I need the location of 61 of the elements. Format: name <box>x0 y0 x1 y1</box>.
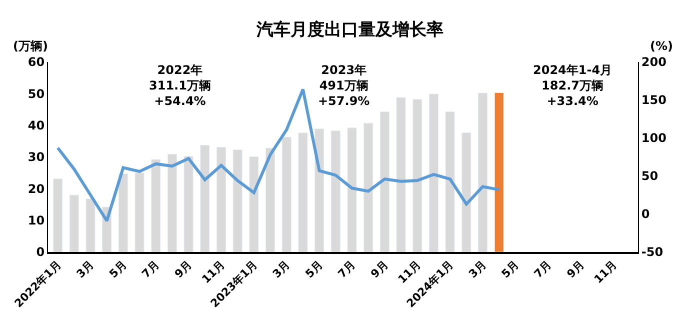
bar <box>462 132 472 252</box>
y2-tick-label: 0 <box>641 207 650 222</box>
bar <box>86 198 96 252</box>
x-tick-label: 7月 <box>336 258 358 281</box>
y-tick-label: 50 <box>28 86 45 101</box>
bar <box>69 194 79 252</box>
annotation: 2023年 491万辆 +57.9% <box>318 63 370 108</box>
x-tick-label: 5月 <box>302 258 326 281</box>
bar <box>184 156 194 252</box>
x-tick-label: 3月 <box>466 258 489 281</box>
bar <box>347 128 357 252</box>
x-tick-label: 11月 <box>592 258 620 286</box>
bar <box>134 172 144 252</box>
bar <box>314 128 324 252</box>
bar <box>380 111 390 252</box>
x-tick-label: 3月 <box>270 258 293 281</box>
bar <box>412 99 422 252</box>
y-tick-label: 60 <box>28 55 45 70</box>
y-tick-label: 30 <box>28 150 45 164</box>
bar <box>478 92 488 252</box>
x-tick-label: 7月 <box>139 258 162 281</box>
x-tick-label: 11月 <box>396 258 424 286</box>
x-tick-label: 5月 <box>106 258 130 281</box>
x-tick-label: 7月 <box>532 258 554 281</box>
x-tick-label: 5月 <box>499 258 522 281</box>
bar <box>494 92 504 252</box>
bar <box>151 159 161 252</box>
annotation: 2024年1-4月 182.7万辆 +33.4% <box>533 63 612 108</box>
x-tick-label: 11月 <box>199 258 228 286</box>
bar <box>298 132 308 252</box>
y-tick-label: 10 <box>28 214 45 228</box>
bar <box>330 130 340 252</box>
bar <box>249 156 259 252</box>
x-tick-label: 3月 <box>74 258 96 281</box>
bar <box>232 149 242 252</box>
y-tick-label: 0 <box>36 245 45 260</box>
bar <box>364 122 374 252</box>
x-tick-label: 9月 <box>564 258 587 281</box>
y-tick-label: 40 <box>28 118 45 133</box>
bar <box>396 97 406 252</box>
x-tick-label: 9月 <box>172 258 195 281</box>
x-tick-label: 9月 <box>368 258 391 281</box>
bar <box>200 145 210 252</box>
bar <box>53 178 63 252</box>
bar <box>445 111 455 252</box>
bar <box>167 154 177 252</box>
y-axis-title: (万辆) <box>13 39 48 53</box>
y2-tick-label: 150 <box>641 93 666 108</box>
y2-axis-title: (%) <box>650 39 673 53</box>
y2-tick-label: 100 <box>641 131 666 146</box>
y2-tick-label: -50 <box>641 245 664 260</box>
y-tick-label: 20 <box>28 182 45 196</box>
bar <box>118 174 128 252</box>
annotation: 2022年 311.1万辆 +54.4% <box>149 63 211 108</box>
bar <box>216 146 226 252</box>
chart-title: 汽车月度出口量及增长率 <box>256 20 444 40</box>
bar <box>266 148 276 252</box>
y2-tick-label: 50 <box>641 169 658 184</box>
y2-tick-label: 200 <box>641 55 666 70</box>
bar <box>282 136 292 252</box>
bar <box>428 94 438 252</box>
